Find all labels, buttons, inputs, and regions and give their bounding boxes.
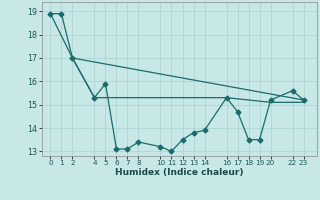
X-axis label: Humidex (Indice chaleur): Humidex (Indice chaleur): [115, 168, 244, 177]
